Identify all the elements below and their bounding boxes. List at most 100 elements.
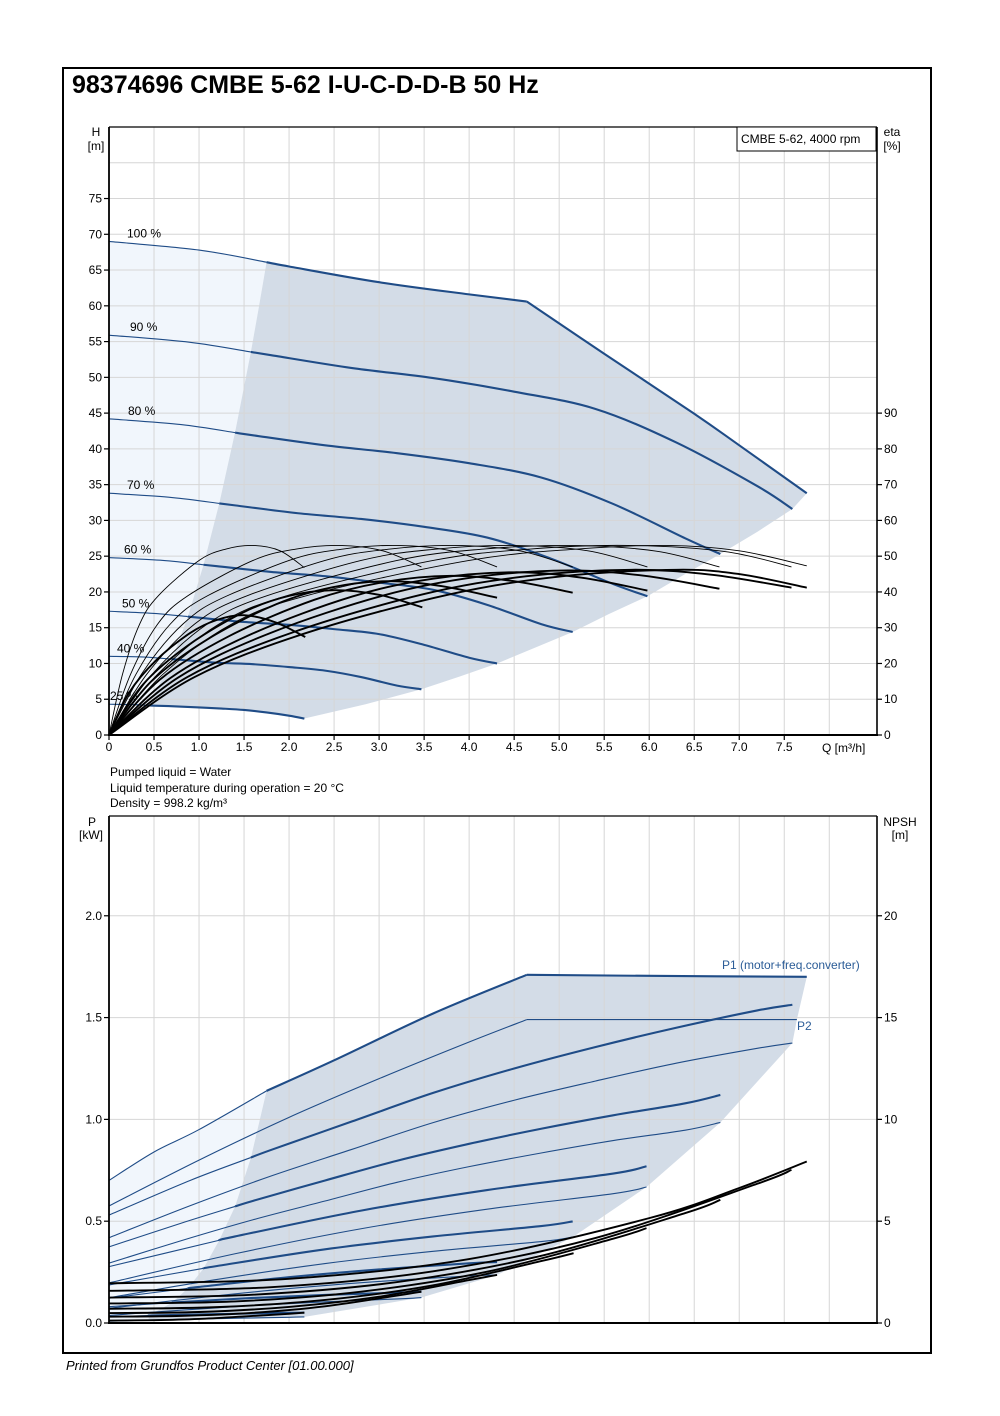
x-tick-label: 2.5 [326, 740, 343, 754]
head-90-thin-segment [108, 334, 251, 353]
head-100-thick-segment [266, 261, 527, 303]
speed-label-90: 90 % [130, 320, 158, 334]
eta-pump-90-curve [108, 544, 792, 736]
head-80-thick-segment [234, 431, 721, 555]
y-tick-label: 50 [89, 370, 103, 384]
y2-tick-label: 0 [884, 1316, 891, 1330]
x-tick-label: 6.5 [686, 740, 703, 754]
npsh-25-thick-segment [108, 1311, 305, 1322]
head-100-curve [108, 240, 808, 495]
annotation-p1: P1 (motor+freq.converter) [722, 958, 860, 972]
npsh-50-curve [108, 1274, 498, 1314]
eta-total-25-thick-segment [108, 614, 306, 736]
eta-total-40-curve [108, 589, 423, 736]
npsh-60-curve [108, 1252, 574, 1310]
head-100-thick-segment [526, 300, 808, 495]
head-70-thin-segment [108, 492, 220, 504]
head-80-thin-segment [108, 418, 236, 434]
p1-50-thick-segment [186, 1261, 498, 1290]
npsh-40-thick-segment [108, 1290, 422, 1318]
y2-axis-unit-eta: [%] [883, 139, 900, 153]
speed-label-50: 50 % [122, 596, 150, 610]
x-tick-label: 7.0 [731, 740, 748, 754]
speed-label-60: 60 % [124, 543, 152, 557]
eta-total-90-thick-segment [108, 568, 792, 736]
y-axis-symbol-head: H [92, 125, 101, 139]
y-axis-unit-power: [kW] [79, 828, 103, 842]
eta-total-80-curve [108, 569, 720, 736]
p2-100-thin-segment [108, 1019, 527, 1207]
p1-60-thick-segment [202, 1220, 573, 1270]
curves [108, 240, 808, 736]
axes: 0 5 10 15 20 25 30 35 40 45 50 55 60 65 70 75 0 10 20 30 40 5… [89, 126, 898, 754]
y2-tick-label: 0 [884, 728, 891, 742]
p2-100-curve [108, 1019, 797, 1207]
speed-label-100: 100 % [127, 226, 161, 240]
y-tick-label: 5 [95, 692, 102, 706]
npsh-80-curve [108, 1198, 721, 1299]
condition-density: Density = 998.2 kg/m³ [110, 796, 228, 810]
speed-label-25: 25 % [110, 689, 138, 703]
eta-pump-40-thin-segment [108, 544, 422, 736]
p2-70-curve [108, 1186, 647, 1284]
eta-pump-70-curve [108, 544, 648, 736]
eta-pump-25-curve [108, 544, 305, 736]
y2-axis-symbol-npsh: NPSH [883, 815, 916, 829]
curves [108, 973, 808, 1322]
condition-liquid: Pumped liquid = Water [110, 765, 232, 779]
head-50-thin-segment [108, 610, 188, 618]
p2-70-thin-segment [108, 1186, 647, 1284]
p1-70-curve [108, 1165, 647, 1268]
power-npsh-plot: 0.0 0.5 1.0 1.5 2.0 0 5 10 15 20 [85, 815, 898, 1330]
legend-title: CMBE 5-62, 4000 rpm [741, 132, 860, 146]
x-tick-label: 5.0 [551, 740, 568, 754]
y-tick-label: 10 [89, 656, 103, 670]
eta-total-70-thick-segment [108, 571, 648, 736]
y2-axis-symbol-eta: eta [884, 125, 901, 139]
y-tick-label: 75 [89, 192, 103, 206]
x-tick-label: 2.0 [281, 740, 298, 754]
y-tick-label: 20 [89, 585, 103, 599]
y-tick-label: 60 [89, 299, 103, 313]
x-tick-label: 3.0 [371, 740, 388, 754]
y-tick-label: 45 [89, 406, 103, 420]
eta-total-80-thick-segment [108, 569, 720, 736]
p2-80-curve [108, 1121, 721, 1264]
p1-90-curve [108, 1003, 793, 1216]
speed-label-40: 40 % [117, 641, 145, 655]
npsh-60-thick-segment [108, 1252, 574, 1310]
x-tick-label: 6.0 [641, 740, 658, 754]
operating-range-area [148, 262, 807, 719]
shaded-areas [109, 974, 807, 1322]
eta-total-50-curve [108, 580, 498, 736]
npsh-90-thick-segment [108, 1168, 792, 1292]
head-70-thick-segment [219, 502, 648, 598]
npsh-100-thick-segment [108, 1160, 808, 1285]
y-tick-label: 0 [95, 728, 102, 742]
p1-80-curve [108, 1093, 721, 1248]
eta-pump-60-curve [108, 544, 573, 736]
page-title: 98374696 CMBE 5-62 I-U-C-D-D-B 50 Hz [72, 71, 539, 99]
y-tick-label: 35 [89, 478, 103, 492]
y2-tick-label: 10 [884, 692, 898, 706]
y-tick-label: 0.5 [85, 1214, 102, 1228]
y-tick-label: 25 [89, 549, 103, 563]
head-90-curve [108, 334, 793, 510]
eta-pump-25-thin-segment [108, 544, 305, 736]
y-tick-label: 40 [89, 442, 103, 456]
y-axis-symbol-power: P [88, 815, 96, 829]
eta-pump-40-curve [108, 544, 422, 736]
npsh-80-thick-segment [108, 1198, 721, 1299]
eta-pump-60-thin-segment [108, 544, 573, 736]
x-tick-label: 1.0 [191, 740, 208, 754]
x-tick-label: 7.5 [776, 740, 793, 754]
npsh-40-curve [108, 1290, 422, 1318]
speed-label-70: 70 % [127, 478, 155, 492]
p1-100-thick-segment [526, 973, 807, 978]
p2-90-curve [108, 1042, 793, 1239]
y-tick-label: 55 [89, 335, 103, 349]
condition-temperature: Liquid temperature during operation = 20… [110, 781, 344, 795]
head-100-thin-segment [108, 240, 267, 263]
y2-axis-unit-npsh: [m] [892, 828, 909, 842]
